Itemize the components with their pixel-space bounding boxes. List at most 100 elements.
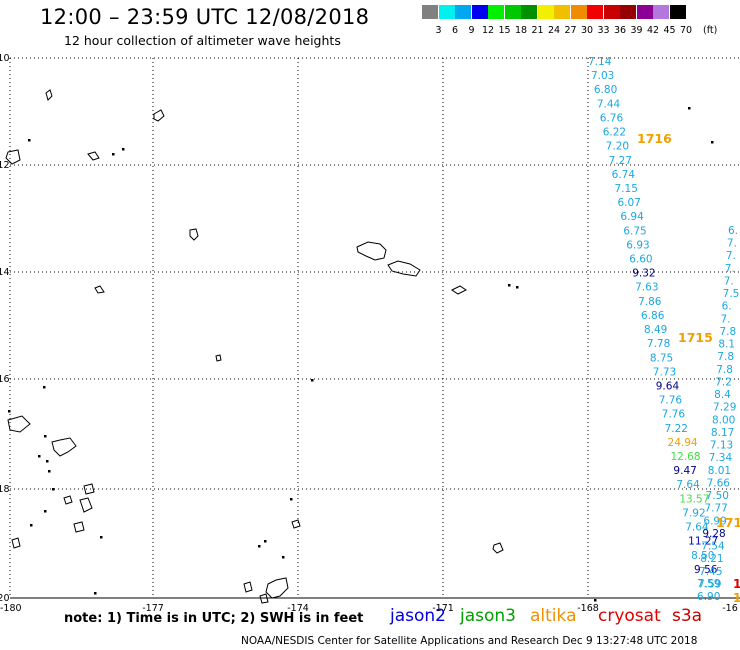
- wave-height-label: 6.93: [626, 239, 649, 251]
- wave-height-label: 7.14: [588, 56, 612, 68]
- legend-swatch: [488, 5, 505, 19]
- legend-swatch: [653, 5, 670, 19]
- island-outline: [265, 577, 289, 599]
- legend-swatch: [603, 5, 620, 19]
- wave-height-label: 7.54: [701, 541, 725, 553]
- wave-height-label: 8.50: [691, 550, 714, 562]
- island-dot: [711, 141, 714, 144]
- track-time-label: 1715: [678, 330, 713, 345]
- island-dot: [688, 107, 691, 110]
- legend-unit: (ft): [703, 25, 718, 36]
- legend-swatch: [620, 5, 637, 19]
- legend-swatch: [455, 5, 472, 19]
- wave-height-label: 7.: [727, 238, 737, 250]
- wave-height-label: 7.22: [665, 423, 688, 435]
- legend-label: 6: [451, 25, 459, 36]
- wave-height-label: 8.49: [644, 324, 667, 336]
- satellite-jason3: jason3: [460, 606, 516, 626]
- wave-height-label: 6.07: [617, 197, 640, 209]
- wave-height-label: 7.92: [682, 507, 705, 519]
- wave-height-label: 9.32: [632, 268, 655, 280]
- island-outline: [45, 89, 53, 101]
- island-dot: [46, 460, 49, 463]
- island-dot: [264, 540, 267, 543]
- legend-label: 15: [498, 25, 511, 36]
- wave-height-label: 7.64: [676, 479, 700, 491]
- legend-label: 33: [597, 25, 610, 36]
- lon-label: -174: [287, 603, 309, 614]
- island-outlines: [5, 89, 504, 604]
- legend-label: 9: [468, 25, 475, 36]
- track-time-label: 1716: [637, 131, 672, 146]
- wave-height-label: 7.44: [597, 98, 621, 110]
- island-dot: [44, 510, 47, 513]
- wave-height-label: 7.66: [707, 477, 731, 489]
- wave-height-tracks: 7.14 7.03 6.80 7.44 6.76 6.22 7.20 7.27 6.74 7.15…: [588, 56, 740, 605]
- legend-label: 30: [580, 25, 594, 36]
- wave-height-label: 8.75: [650, 352, 673, 364]
- wave-height-label: 9.47: [673, 465, 696, 477]
- lon-label: -171: [432, 603, 454, 614]
- legend-swatch: [422, 5, 439, 19]
- small-islands: [8, 107, 714, 602]
- island-outline: [63, 495, 73, 505]
- island-outline: [356, 241, 387, 261]
- satellite-altika: altika: [530, 606, 577, 626]
- island-outline: [73, 521, 85, 533]
- lat-label: -20: [0, 593, 10, 604]
- legend-swatch: [504, 5, 521, 19]
- wave-height-label: 7.86: [638, 296, 662, 308]
- lat-label: -18: [0, 484, 10, 495]
- wave-height-label: 24.94: [668, 437, 698, 449]
- satellite-jason2: jason2: [390, 606, 446, 626]
- footer-note: note: 1) Time is in UTC; 2) SWH is in fe…: [64, 611, 364, 626]
- island-dot: [516, 286, 519, 289]
- island-dot: [311, 379, 314, 382]
- wave-height-label: 7.63: [635, 282, 658, 294]
- island-outline: [87, 151, 100, 161]
- island-dot: [28, 139, 31, 142]
- lon-label: -16: [722, 603, 738, 614]
- wave-height-label: 6.60: [629, 254, 652, 266]
- wave-height-label: 7.76: [662, 409, 686, 421]
- island-dot: [30, 524, 33, 527]
- lon-label: -180: [0, 603, 22, 614]
- wave-height-label: 12.68: [670, 451, 700, 463]
- island-dot: [112, 153, 115, 156]
- legend-label: 42: [646, 25, 660, 36]
- island-dot: [508, 284, 511, 287]
- wave-height-label: 7.27: [609, 155, 632, 167]
- wave-height-label: 7.: [726, 250, 736, 262]
- wave-height-label: 6.86: [641, 310, 665, 322]
- legend-swatch: [587, 5, 604, 19]
- island-dot: [122, 148, 125, 151]
- wave-height-label: 13.57: [679, 493, 709, 505]
- wave-height-label: 7.76: [659, 395, 683, 407]
- wave-height-label: 7.34: [709, 452, 733, 464]
- island-outline: [243, 581, 253, 593]
- island-dot: [8, 410, 11, 413]
- wave-height-label: 6.94: [620, 211, 644, 223]
- island-outline: [11, 537, 21, 549]
- wave-height-label: 6.76: [600, 112, 624, 124]
- legend-label: 12: [481, 25, 495, 36]
- wave-height-label: 7.2: [715, 376, 732, 388]
- island-dot: [38, 455, 41, 458]
- wave-height-label: 11.27: [688, 536, 718, 548]
- legend-label: 21: [531, 25, 544, 36]
- island-dot: [52, 488, 55, 491]
- track-time-label: 171: [716, 515, 740, 530]
- satellite-s3a: s3a: [672, 606, 703, 626]
- island-outline: [153, 109, 165, 122]
- island-outline: [387, 260, 421, 277]
- island-dot: [44, 435, 47, 438]
- lon-label: -177: [142, 603, 164, 614]
- wave-height-label: 7.20: [606, 141, 629, 153]
- wave-height-label: 8.01: [708, 465, 731, 477]
- chart-subtitle: 12 hour collection of altimeter wave hei…: [64, 33, 341, 48]
- wave-height-label: 7.13: [710, 440, 733, 452]
- wave-height-label: 7.: [724, 275, 734, 287]
- legend-swatch: [570, 5, 587, 19]
- wave-height-label: 6.: [722, 301, 732, 313]
- map-grid: -10 -12 -14 -16 -18 -20-180 -177 -174 -171 -168 -1…: [0, 53, 740, 614]
